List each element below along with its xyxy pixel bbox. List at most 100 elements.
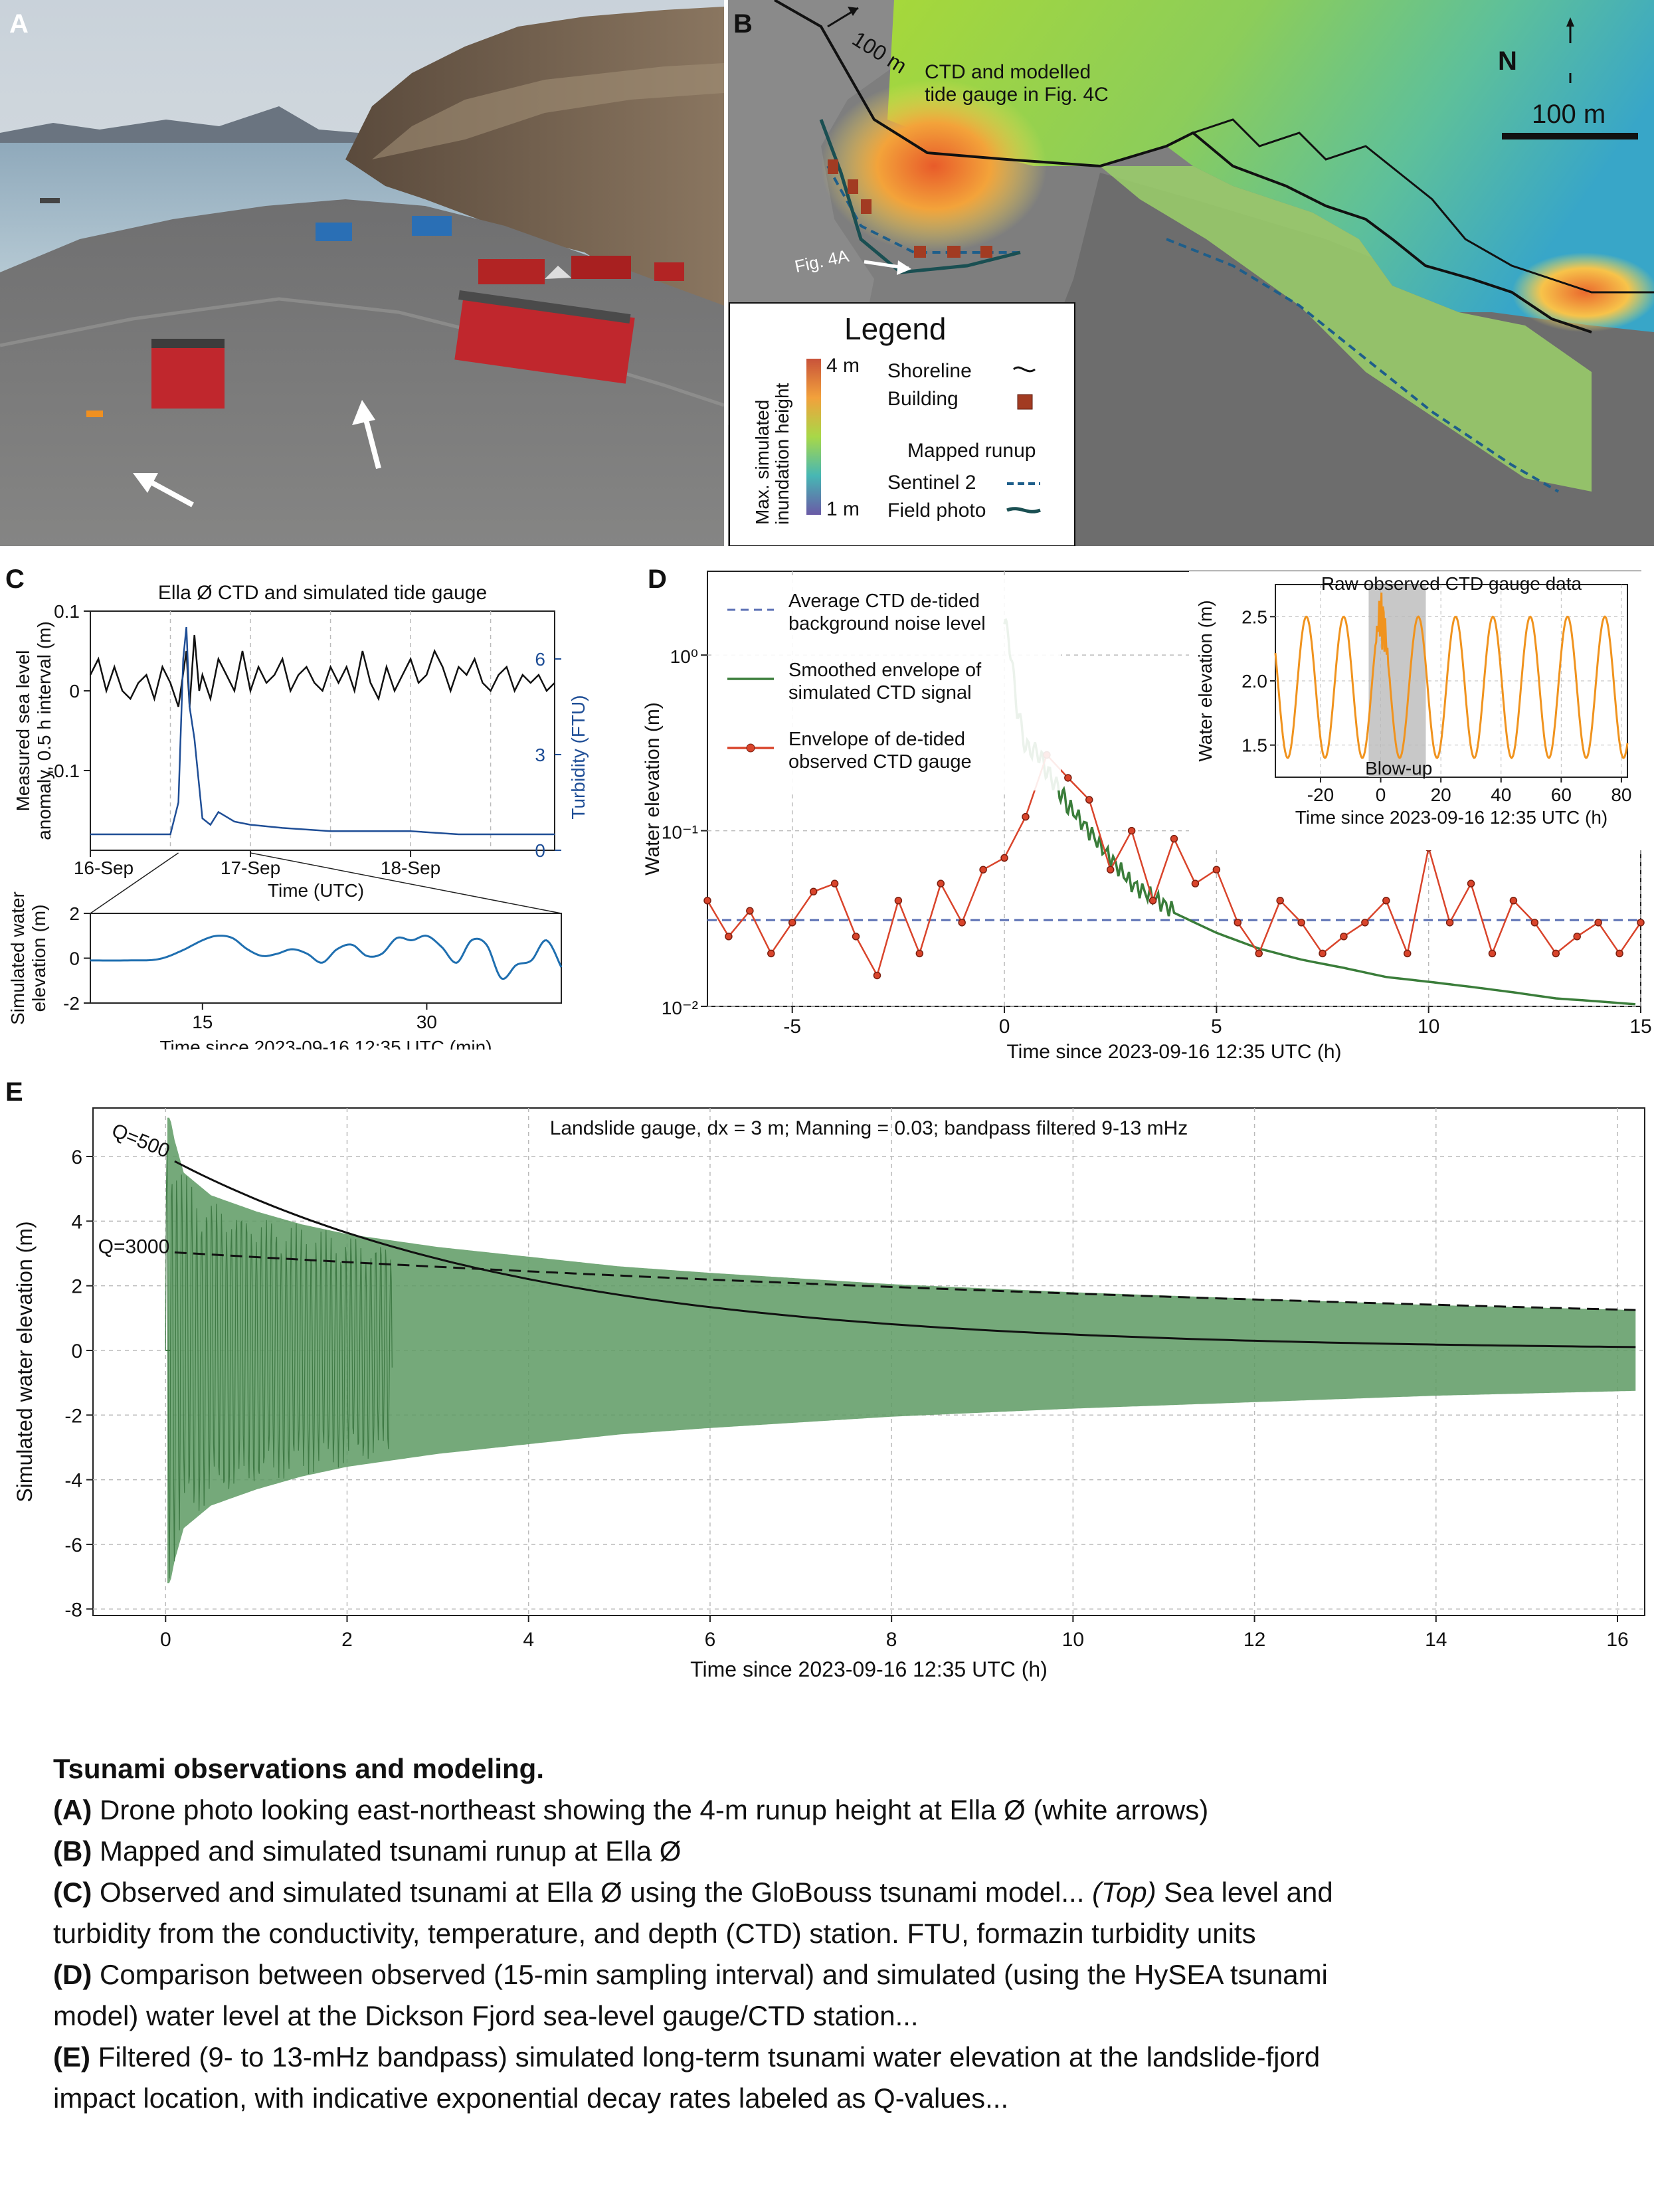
caption-b-text: Mapped and simulated tsunami runup at El… <box>92 1835 682 1867</box>
inset-title: Raw observed CTD gauge data <box>1321 573 1582 594</box>
legend-mapped-runup: Mapped runup <box>907 440 1036 462</box>
caption-b-label: (B) <box>53 1835 92 1867</box>
chart-c2-ylabel-2: elevation (m) <box>29 905 49 1012</box>
panel-letter-e: E <box>5 1077 23 1107</box>
observed-point <box>1022 812 1030 821</box>
observed-point <box>1064 774 1072 782</box>
observed-point <box>1234 919 1242 927</box>
tick-label-inset-y: 2.5 <box>1241 606 1267 627</box>
legend-field-photo: Field photo <box>887 500 986 521</box>
legend-title: Legend <box>844 312 947 346</box>
tick-label-c-x: 16-Sep <box>74 858 134 878</box>
tick-label-d-x: 15 <box>1629 1016 1651 1038</box>
observed-point <box>1594 919 1602 927</box>
tick-label-d-x: 10 <box>1418 1016 1439 1038</box>
observed-point <box>1488 949 1497 958</box>
plot-frame-c-bottom <box>90 913 562 1004</box>
observed-point <box>809 887 818 896</box>
inset-ylabel: Water elevation (m) <box>1195 600 1216 761</box>
scale-bar-label: 100 m <box>1532 100 1606 129</box>
tick-label-e-x: 12 <box>1243 1629 1265 1651</box>
panel-b-map: N 100 m 100 m CTD and modelled tide gaug… <box>728 0 1654 546</box>
tick-label-d-y: 10⁻¹ <box>662 822 698 843</box>
series-turbidity <box>90 626 555 836</box>
caption-e-label: (E) <box>53 2041 90 2073</box>
observed-point <box>958 919 966 927</box>
caption-e-text: Filtered (9- to 13-mHz bandpass) simulat… <box>53 2041 1321 2114</box>
tick-label-c-y: -0.1 <box>48 761 80 781</box>
caption-a-text: Drone photo looking east-northeast showi… <box>92 1794 1209 1825</box>
series-simulated-elevation-oscillation <box>165 1143 393 1579</box>
tick-label-e-y: 2 <box>71 1276 82 1298</box>
runup-arrow-right <box>352 400 381 470</box>
observed-point <box>894 897 903 905</box>
chart-c-ylabel-2: anomaly, 0.5 h interval (m) <box>34 621 54 840</box>
panel-letter-c: C <box>5 565 25 594</box>
north-arrow <box>1566 17 1574 83</box>
panel-letter-b: B <box>733 9 753 39</box>
legend-d-label: Envelope of de-tided observed CTD gauge <box>788 729 972 773</box>
chart-c2-xlabel: Time since 2023-09-16 12:35 UTC (min) <box>159 1037 492 1050</box>
observed-point <box>1297 919 1305 927</box>
caption-d-label: (D) <box>53 1959 92 1990</box>
observed-point <box>1552 949 1560 958</box>
tick-label-e-x: 4 <box>523 1629 534 1651</box>
tick-label-inset-x: 80 <box>1611 784 1631 805</box>
colorbar-max: 4 m <box>826 355 860 377</box>
tick-label-c-y: 0.1 <box>54 601 80 622</box>
tick-label-inset-y: 2.0 <box>1241 671 1267 691</box>
inset-xlabel: Time since 2023-09-16 12:35 UTC (h) <box>1295 807 1608 828</box>
observed-point <box>725 933 733 941</box>
tick-label-inset-x: 40 <box>1491 784 1511 805</box>
runup-arrow-left <box>133 473 194 507</box>
plot-frame-c-top <box>90 610 555 851</box>
legend-sentinel: Sentinel 2 <box>887 472 976 494</box>
zoom-connector-left <box>90 852 179 914</box>
tick-label-e-x: 16 <box>1606 1629 1628 1651</box>
q500-curve <box>174 1160 1636 1348</box>
tick-label-c2-y: -2 <box>63 993 80 1014</box>
ctd-label-1: CTD and modelled <box>925 61 1091 83</box>
legend-d-label: Smoothed envelope of simulated CTD signal <box>788 660 982 703</box>
tick-label-e-x: 6 <box>705 1629 716 1651</box>
observed-point <box>873 971 881 980</box>
panel-letter-d: D <box>648 565 667 594</box>
distance-marker <box>827 7 859 28</box>
caption-c-text2: Sea level and turbidity from the conduct… <box>53 1877 1333 1949</box>
tick-label-inset-x: 0 <box>1376 784 1386 805</box>
observed-point <box>915 949 924 958</box>
tick-label-d-x: -5 <box>783 1016 801 1038</box>
observed-point <box>1212 866 1221 874</box>
tick-label-e-y: 4 <box>71 1211 82 1233</box>
observed-point <box>1530 919 1539 927</box>
observed-point <box>1340 933 1348 941</box>
chart-c2-ylabel-1: Simulated water <box>7 891 28 1025</box>
chart-c-ylabel-1: Measured sea level <box>13 650 33 812</box>
tick-label-e-y: 0 <box>71 1340 82 1362</box>
caption-title: Tsunami observations and modeling. <box>53 1753 544 1784</box>
observed-point <box>1361 919 1369 927</box>
observed-point <box>767 949 775 958</box>
tick-label-c2-x: 30 <box>416 1012 437 1032</box>
legend-d-bg <box>715 578 1061 790</box>
q3000-label: Q=3000 <box>98 1236 170 1258</box>
observed-point <box>788 919 796 927</box>
chart-c-title: Ella Ø CTD and simulated tide gauge <box>158 582 487 604</box>
observed-point <box>1085 796 1093 804</box>
inset-blowup-label: Blow-up <box>1365 758 1432 779</box>
legend-shoreline: Shoreline <box>887 360 972 382</box>
tick-label-c-x: 17-Sep <box>221 858 280 878</box>
tick-label-c-x: 18-Sep <box>381 858 440 878</box>
observed-point <box>1404 949 1412 958</box>
observed-point <box>703 897 711 905</box>
tick-label-inset-x: 20 <box>1431 784 1451 805</box>
q3000-curve <box>174 1251 1636 1311</box>
map-legend <box>729 302 1075 546</box>
observed-point <box>852 933 860 941</box>
observed-point <box>1382 897 1390 905</box>
tick-label-c2-x: 15 <box>192 1012 213 1032</box>
legend-d-marker <box>746 743 755 753</box>
observed-point <box>1255 949 1263 958</box>
tick-label-e-y: -2 <box>64 1405 82 1427</box>
ctd-label-2: tide gauge in Fig. 4C <box>925 84 1109 106</box>
